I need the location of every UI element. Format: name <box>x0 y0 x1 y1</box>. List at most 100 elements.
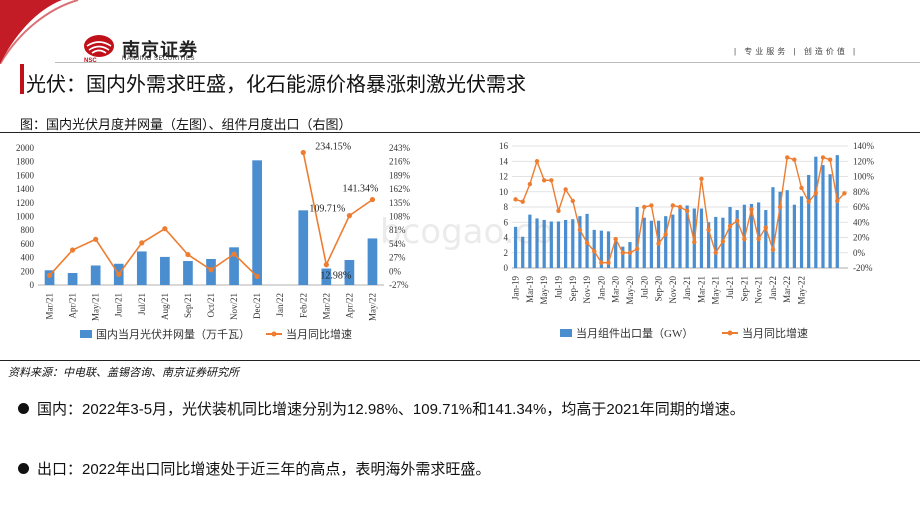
growth-point <box>46 272 53 278</box>
x-tick-label: Sep/21 <box>183 293 193 318</box>
x-tick-label: Jan-20 <box>596 276 606 300</box>
bar <box>757 202 761 268</box>
x-tick-label: Jan-21 <box>682 276 692 300</box>
bar <box>642 217 646 268</box>
y-tick-label: 1000 <box>16 212 35 222</box>
growth-point <box>513 197 518 202</box>
growth-point <box>792 157 797 162</box>
bar <box>521 236 525 268</box>
y2-tick-label: -20% <box>853 263 873 273</box>
bar <box>699 208 704 268</box>
x-tick-label: May-22 <box>797 276 807 305</box>
growth-point <box>727 223 733 229</box>
bar <box>556 221 561 268</box>
growth-point <box>563 187 568 192</box>
y-tick-label: 8 <box>504 202 509 212</box>
growth-point <box>770 247 776 252</box>
growth-point <box>649 203 654 208</box>
bar <box>764 210 768 268</box>
growth-point <box>634 246 640 252</box>
growth-point <box>699 176 704 181</box>
growth-point <box>677 204 683 210</box>
growth-point <box>799 185 804 191</box>
growth-point <box>231 251 237 257</box>
x-tick-label: Aug/21 <box>160 293 170 320</box>
legend-bar-label: 国内当月光伏并网量（万千瓦） <box>96 327 250 341</box>
chart-module-exports: 0 2 4 6 8 10 12 14 16 -20% 0% 20% 40% 60% 80% 100% 120% 1… <box>499 141 875 340</box>
y-tick-label: 6 <box>504 217 509 227</box>
bar <box>564 219 568 268</box>
y2-tick-label: 120% <box>853 156 875 166</box>
growth-point <box>584 240 590 246</box>
growth-point <box>713 250 718 255</box>
bar <box>671 214 675 268</box>
y2-tick-label: 162% <box>389 184 411 194</box>
bar <box>778 191 782 268</box>
bar <box>635 207 639 268</box>
bar <box>535 218 539 268</box>
growth-point <box>185 251 191 258</box>
legend-line-marker <box>271 331 277 337</box>
y2-tick-label: 100% <box>853 172 875 182</box>
growth-point <box>813 191 819 196</box>
bar <box>664 216 668 268</box>
growth-point <box>835 198 840 204</box>
y-tick-label: 1200 <box>16 198 35 208</box>
bar <box>821 165 825 268</box>
growth-point <box>820 155 826 160</box>
y2-tick-label: 60% <box>853 202 870 212</box>
logo-name: 南京证券 <box>122 40 198 61</box>
growth-point <box>734 218 740 223</box>
data-label: 12.98% <box>320 271 351 282</box>
y2-tick-label: 0% <box>853 248 866 258</box>
x-tick-label: May/21 <box>91 293 101 321</box>
bar <box>606 231 611 268</box>
y2-tick-label: 81% <box>389 225 406 235</box>
y-tick-label: 400 <box>21 253 35 263</box>
growth-point <box>806 199 811 204</box>
y-tick-label: 2 <box>504 248 509 258</box>
bar <box>321 268 332 285</box>
title-accent <box>20 64 24 94</box>
growth-point <box>606 260 611 265</box>
growth-point <box>70 247 76 253</box>
x-tick-label: Mar-20 <box>611 276 621 303</box>
x-tick-label: Nov-19 <box>582 276 592 304</box>
bar <box>628 242 632 268</box>
bar <box>714 216 718 268</box>
bar <box>67 273 78 285</box>
x-tick-label: Jun/21 <box>114 293 124 317</box>
y-tick-label: 16 <box>499 141 509 151</box>
growth-point <box>599 260 604 265</box>
y-tick-label: 1600 <box>16 170 35 180</box>
bar <box>749 203 754 268</box>
bar <box>599 230 603 268</box>
watermark: bcogao.co <box>380 212 555 252</box>
bar <box>706 222 711 268</box>
bar <box>136 251 147 285</box>
header-rule <box>55 62 920 63</box>
legend-bar-swatch <box>560 329 572 337</box>
x-tick-label: Jul/21 <box>137 293 147 315</box>
x-tick-label: Sep-20 <box>654 276 664 302</box>
growth-point <box>706 227 711 233</box>
bar <box>814 156 818 268</box>
y-tick-label: 600 <box>21 239 35 249</box>
bar <box>298 210 309 285</box>
growth-point <box>556 208 561 214</box>
growth-point <box>527 181 533 187</box>
y-tick-label: 200 <box>21 266 35 276</box>
growth-point <box>139 240 145 246</box>
data-label: 109.71% <box>309 204 345 215</box>
y2-tick-label: 189% <box>389 170 411 180</box>
x-tick-label: Oct/21 <box>206 293 216 318</box>
growth-point <box>627 250 633 255</box>
growth-point <box>763 225 768 230</box>
chart-domestic-installations: 0 200 400 600 800 1000 1200 1400 1600 1800 2000 -27… <box>16 141 411 341</box>
y2-tick-label: 40% <box>853 217 870 227</box>
growth-point <box>549 178 554 183</box>
growth-point <box>756 236 761 242</box>
bar <box>728 207 732 268</box>
y-tick-label: 0 <box>30 280 35 290</box>
y2-tick-label: 54% <box>389 239 406 249</box>
